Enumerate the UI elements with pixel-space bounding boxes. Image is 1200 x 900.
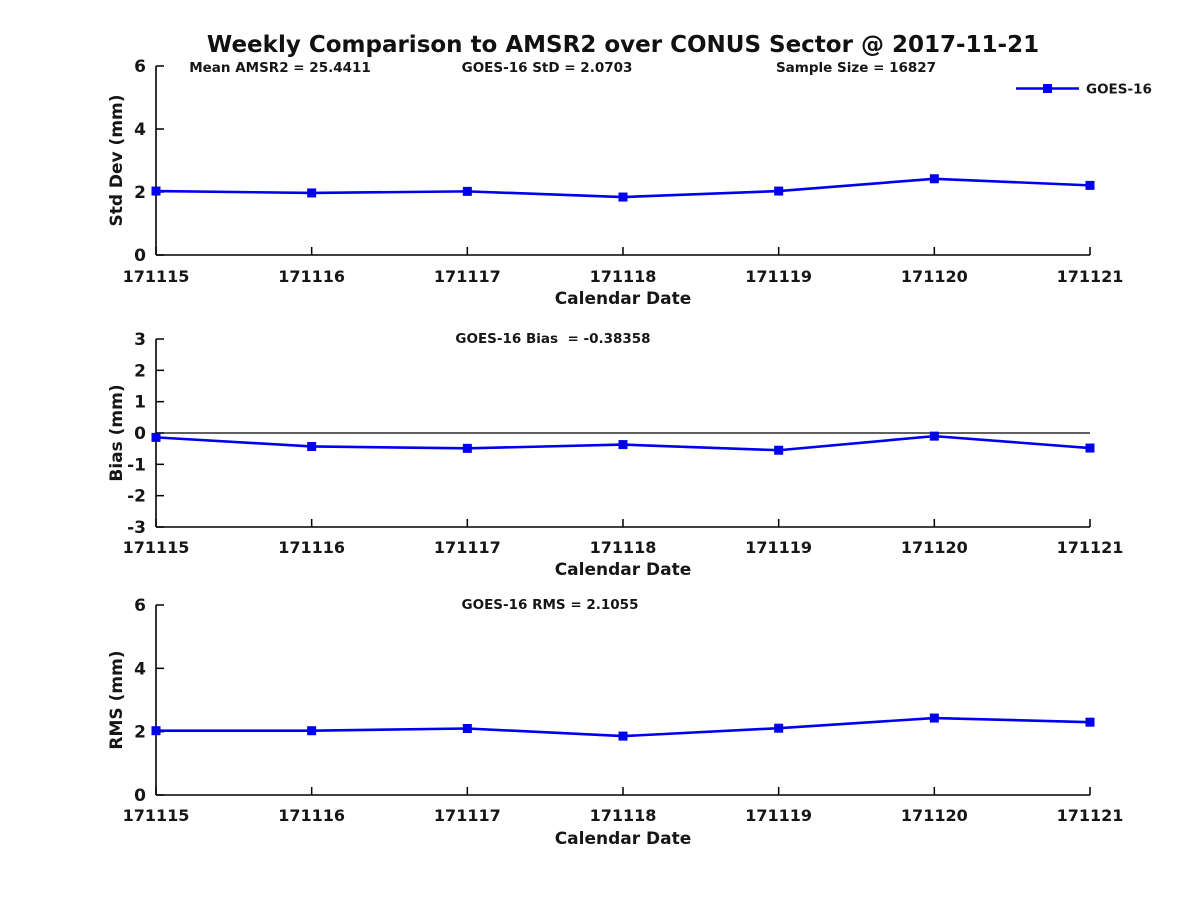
data-point-marker xyxy=(462,443,472,453)
data-point-marker xyxy=(774,186,784,196)
data-point-marker xyxy=(151,186,161,196)
x-tick-label: 171119 xyxy=(745,267,812,286)
x-tick-label: 171116 xyxy=(278,267,345,286)
data-point-marker xyxy=(774,723,784,733)
legend-marker xyxy=(1043,84,1052,93)
data-point-marker xyxy=(774,445,784,455)
annotation-text: Sample Size = 16827 xyxy=(776,60,936,76)
y-tick-label: -1 xyxy=(127,455,146,475)
x-tick-label: 171115 xyxy=(123,267,190,286)
data-point-marker xyxy=(307,188,317,198)
x-tick-label: 171119 xyxy=(745,806,812,825)
data-point-marker xyxy=(307,726,317,736)
x-tick-label: 171121 xyxy=(1057,267,1124,286)
y-tick-label: 0 xyxy=(134,786,146,806)
data-point-marker xyxy=(151,726,161,736)
figure-title: Weekly Comparison to AMSR2 over CONUS Se… xyxy=(206,32,1040,58)
x-tick-label: 171121 xyxy=(1057,806,1124,825)
x-tick-label: 171118 xyxy=(590,806,657,825)
data-point-marker xyxy=(618,731,628,741)
data-point-marker xyxy=(618,440,628,450)
y-tick-label: 0 xyxy=(134,246,146,266)
data-point-marker xyxy=(929,174,939,184)
annotation-text: GOES-16 Bias = -0.38358 xyxy=(455,331,650,347)
x-tick-label: 171120 xyxy=(901,267,968,286)
x-tick-label: 171119 xyxy=(745,538,812,557)
y-tick-label: 4 xyxy=(134,120,146,140)
data-point-marker xyxy=(462,186,472,196)
y-tick-label: -3 xyxy=(127,518,146,538)
x-tick-label: 171115 xyxy=(123,538,190,557)
axis-ylabel: Std Dev (mm) xyxy=(107,94,127,226)
axis-xlabel: Calendar Date xyxy=(555,560,692,580)
data-point-marker xyxy=(307,441,317,451)
y-tick-label: -2 xyxy=(127,487,146,507)
y-tick-label: 6 xyxy=(134,596,146,616)
legend-label: GOES-16 xyxy=(1086,82,1152,98)
y-tick-label: 3 xyxy=(134,330,146,350)
y-tick-label: 6 xyxy=(134,57,146,77)
y-tick-label: 2 xyxy=(134,183,146,203)
x-tick-label: 171115 xyxy=(123,806,190,825)
annotation-text: GOES-16 StD = 2.0703 xyxy=(462,60,633,76)
x-tick-label: 171117 xyxy=(434,806,501,825)
y-tick-label: 2 xyxy=(134,723,146,743)
data-point-marker xyxy=(1085,443,1095,453)
axis-ylabel: Bias (mm) xyxy=(107,384,127,481)
x-tick-label: 171116 xyxy=(278,538,345,557)
x-tick-label: 171117 xyxy=(434,267,501,286)
data-point-marker xyxy=(151,432,161,442)
x-tick-label: 171121 xyxy=(1057,538,1124,557)
data-point-marker xyxy=(1085,717,1095,727)
x-tick-label: 171118 xyxy=(590,538,657,557)
x-tick-label: 171116 xyxy=(278,806,345,825)
x-tick-label: 171120 xyxy=(901,538,968,557)
axis-ylabel: RMS (mm) xyxy=(107,650,127,749)
data-point-marker xyxy=(618,192,628,202)
annotation-text: Mean AMSR2 = 25.4411 xyxy=(189,60,371,76)
x-tick-label: 171118 xyxy=(590,267,657,286)
y-tick-label: 2 xyxy=(134,361,146,381)
axis-xlabel: Calendar Date xyxy=(555,829,692,849)
x-tick-label: 171117 xyxy=(434,538,501,557)
x-tick-label: 171120 xyxy=(901,806,968,825)
data-point-marker xyxy=(929,431,939,441)
y-tick-label: 0 xyxy=(134,424,146,444)
y-tick-label: 4 xyxy=(134,659,146,679)
data-point-marker xyxy=(929,713,939,723)
y-tick-label: 1 xyxy=(134,393,146,413)
annotation-text: GOES-16 RMS = 2.1055 xyxy=(462,597,639,613)
data-point-marker xyxy=(462,724,472,733)
data-point-marker xyxy=(1085,180,1095,190)
axis-xlabel: Calendar Date xyxy=(555,289,692,309)
